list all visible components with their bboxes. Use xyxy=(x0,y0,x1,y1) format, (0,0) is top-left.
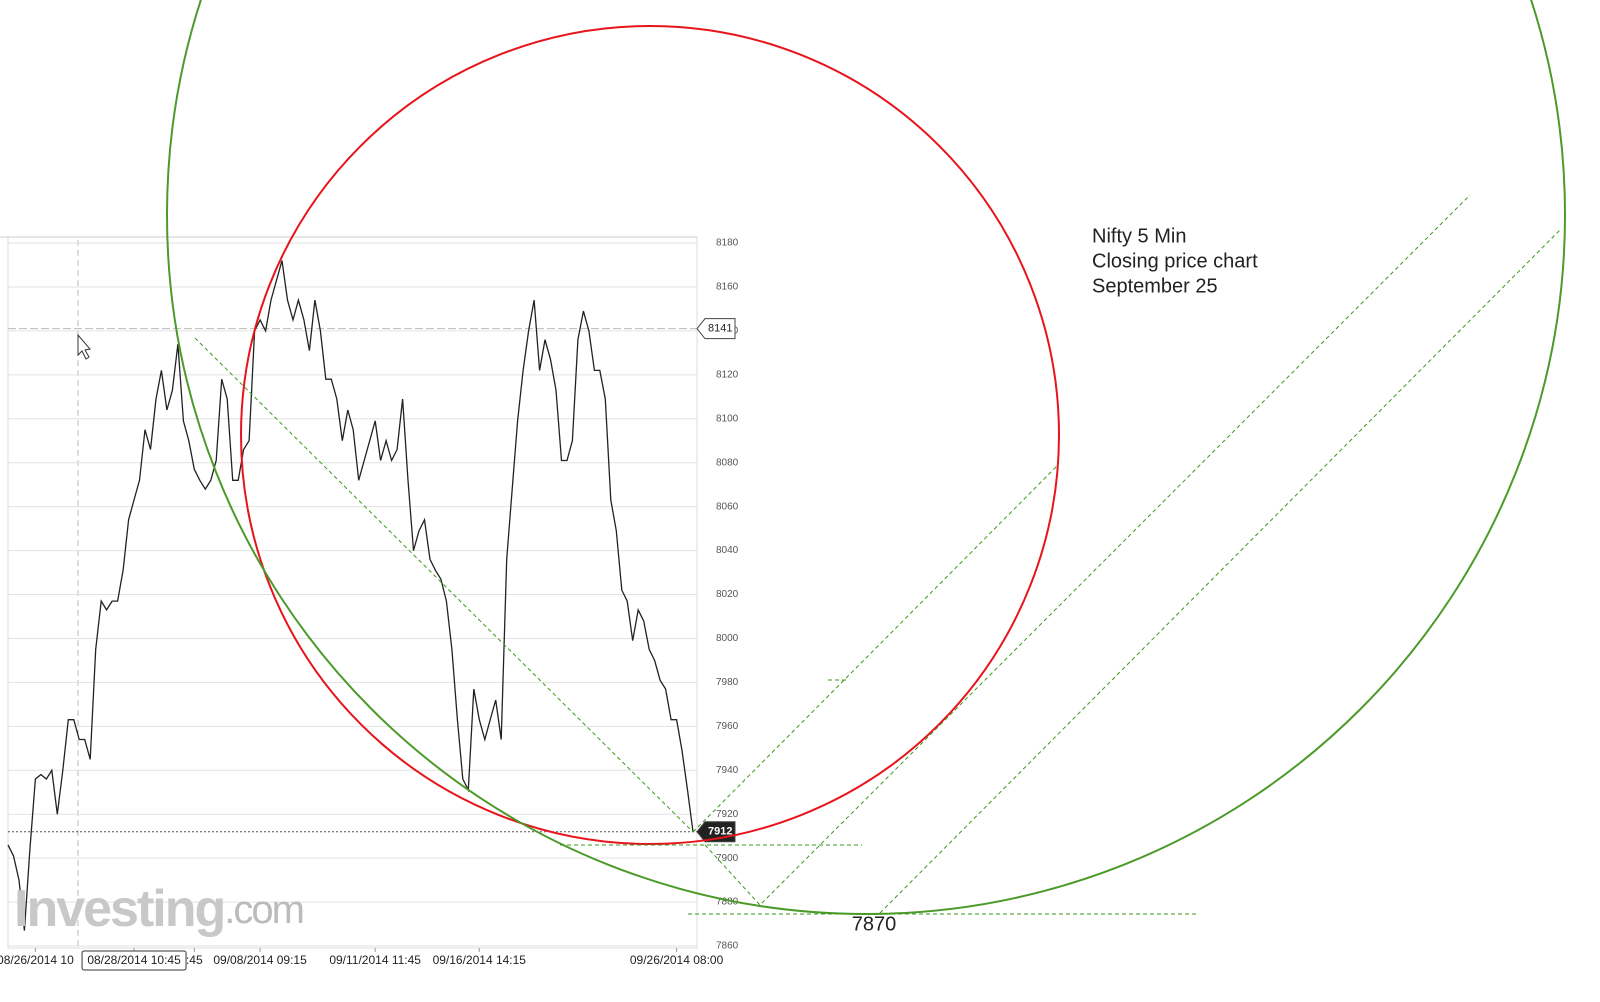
watermark-suffix: .com xyxy=(224,888,303,932)
trend-line xyxy=(194,337,694,833)
y-tick-label: 8180 xyxy=(716,238,739,249)
trend-lines xyxy=(194,194,1561,915)
trend-line xyxy=(692,464,1059,833)
level-label: 7870 xyxy=(852,913,897,935)
x-tick-label: 09/26/2014 08:00 xyxy=(630,953,724,967)
y-tick-label: 7860 xyxy=(716,941,739,952)
x-tick-label: 08/28/2014 10:45 xyxy=(87,953,181,967)
marks: 8141 7912 xyxy=(7,260,736,931)
y-tick-label: 8040 xyxy=(716,545,739,556)
watermark-main: Investing xyxy=(14,880,224,938)
y-tick-label: 8100 xyxy=(716,413,739,424)
plot-frame xyxy=(7,236,698,949)
trend-line xyxy=(704,194,1471,906)
cursor xyxy=(77,333,91,360)
y-tick-label: 8160 xyxy=(716,282,739,293)
watermark: Investing.com xyxy=(14,880,303,938)
trend-line xyxy=(879,229,1561,914)
y-tick-label: 8000 xyxy=(716,633,739,644)
y-tick-label: 8060 xyxy=(716,501,739,512)
price-line-series xyxy=(7,260,694,931)
price-marker-label: 8141 xyxy=(708,323,732,335)
y-tick-label: 8020 xyxy=(716,589,739,600)
x-tick-label: 09/11/2014 11:45 xyxy=(329,953,421,967)
red-circle xyxy=(240,25,1060,845)
y-tick-label: 7940 xyxy=(716,765,739,776)
y-tick-label: 7920 xyxy=(716,809,739,820)
grid: 7860 7880 7900 7920 7940 7960 7980 8000 8020 8040… xyxy=(0,238,739,971)
crosshair-label-box xyxy=(81,950,187,971)
x-tick-label: 09/08/2014 09:15 xyxy=(213,953,307,967)
y-tick-label: 7980 xyxy=(716,677,739,688)
y-tick-label: 8120 xyxy=(716,369,739,380)
x-tick-label: :45 xyxy=(186,953,203,967)
annotation: Closing price chart xyxy=(1092,250,1258,272)
annotation: Nifty 5 Min xyxy=(1092,225,1186,247)
y-tick-label: 7960 xyxy=(716,721,739,732)
x-tick-label: 08/26/2014 10 xyxy=(0,953,74,967)
y-tick-label: 8080 xyxy=(716,457,739,468)
price-marker-label: 7912 xyxy=(708,826,732,838)
y-tick-label: 7900 xyxy=(716,853,739,864)
x-tick-label: 09/16/2014 14:15 xyxy=(433,953,527,967)
annotation: September 25 xyxy=(1092,275,1218,297)
y-tick-label: 7880 xyxy=(716,897,739,908)
price-marker-box xyxy=(696,318,736,340)
